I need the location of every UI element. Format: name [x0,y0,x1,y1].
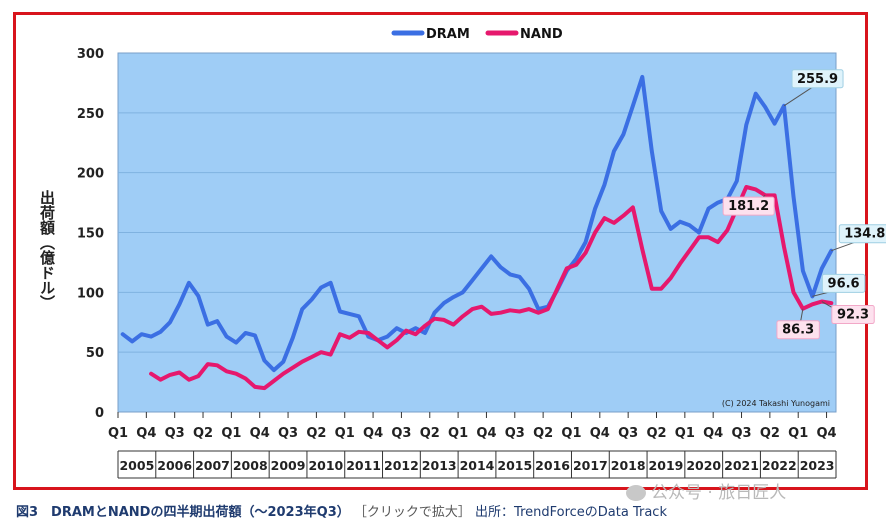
x-tick-label: Q1 [788,426,808,441]
legend: DRAM NAND [391,27,563,42]
caption-source: 出所：TrendForceのData Track [475,505,667,520]
x-tick-label: Q3 [391,426,411,441]
data-label: 96.6 [828,276,860,291]
data-label: 86.3 [782,323,814,338]
x-tick-label: Q1 [335,426,355,441]
data-label-box [821,273,866,293]
series-line-dram [120,74,834,373]
data-label: 255.9 [797,72,838,87]
x-tick-label: Q2 [760,426,780,441]
grid [118,112,836,353]
y-tick-label: 100 [77,286,104,301]
year-label: 2017 [573,458,608,473]
series-line-nand [149,185,834,391]
y-tick-label: 50 [86,346,104,361]
year-label: 2018 [611,458,646,473]
x-tick-label: Q4 [703,426,723,441]
x-tick-label: Q3 [505,426,525,441]
year-label: 2007 [195,458,230,473]
data-label: 92.3 [837,308,869,323]
year-label: 2013 [422,458,457,473]
series-lines [120,74,834,391]
y-tick-label: 0 [95,406,104,421]
x-tick-label: Q2 [193,426,213,441]
year-label: 2008 [233,458,268,473]
year-label: 2019 [649,458,684,473]
wechat-icon [626,485,646,501]
x-tick-label: Q4 [250,426,270,441]
data-labels: 255.9 181.2 134.8 96.6 86.3 92.3 [722,69,886,340]
legend-label-nand: NAND [520,27,563,42]
year-label: 2011 [346,458,381,473]
x-tick-label: Q4 [476,426,496,441]
data-label-box [838,224,886,244]
x-tick-label: Q1 [561,426,581,441]
x-tick-label: Q3 [278,426,298,441]
x-tick-label: Q1 [675,426,695,441]
watermark-text: 公众号 · 旅日匠人 [651,483,787,503]
year-label: 2016 [535,458,570,473]
year-label: 2010 [308,458,343,473]
x-tick-label: Q2 [646,426,666,441]
x-tick-label: Q4 [590,426,610,441]
x-tick-label: Q1 [108,426,128,441]
x-tick-label: Q2 [533,426,553,441]
y-axis: 0 50 100 150 200 250 300 [77,47,104,421]
x-axis: Q1 Q4 Q3 Q2 Q1 Q4 Q3 Q2 Q1 Q4 Q3 Q2 Q1 Q4 Q3 Q2 Q1 Q4 Q3 Q2… [108,412,837,479]
x-tick-label: Q4 [136,426,156,441]
caption-title: 図3 DRAMとNANDの四半期出荷額（～2023年Q3） [16,505,350,520]
y-tick-label: 250 [77,107,104,122]
data-label-box [791,69,844,89]
y-tick-label: 300 [77,47,104,62]
x-tick-label: Q3 [165,426,185,441]
x-tick-label: Q2 [420,426,440,441]
x-tick-label: Q4 [363,426,383,441]
data-label-box [776,320,820,340]
watermark: 公众号 · 旅日匠人 [626,478,786,503]
year-label: 2021 [724,458,759,473]
legend-label-dram: DRAM [426,27,470,42]
x-tick-label: Q4 [816,426,836,441]
y-axis-label: 出荷額（億ドル） [38,189,56,310]
data-label: 181.2 [728,199,769,214]
year-label: 2005 [119,458,154,473]
year-label: 2015 [497,458,532,473]
year-label: 2009 [271,458,306,473]
year-label: 2023 [800,458,835,473]
y-tick-label: 200 [77,167,104,182]
x-tick-label: Q3 [731,426,751,441]
x-tick-label: Q1 [221,426,241,441]
year-label: 2014 [460,458,495,473]
year-label: 2012 [384,458,419,473]
figure-caption: 図3 DRAMとNANDの四半期出荷額（～2023年Q3） ［クリックで拡大］ … [16,501,667,520]
copyright-annotation: (C) 2024 Takashi Yunogami [722,399,830,408]
x-tick-label: Q1 [448,426,468,441]
data-label-box [831,305,875,325]
y-tick-label: 150 [77,227,104,242]
enlarge-link[interactable]: ［クリックで拡大］ [353,505,471,520]
year-label: 2006 [157,458,192,473]
year-label: 2020 [686,458,721,473]
data-label: 134.8 [844,227,885,242]
year-label: 2022 [762,458,797,473]
data-label-box [722,196,775,216]
x-tick-label: Q3 [618,426,638,441]
chart: 0 50 100 150 200 250 300 出荷額（億ドル） Q1 Q4 Q3 Q2 Q1 Q4… [38,27,886,479]
x-tick-label: Q2 [306,426,326,441]
